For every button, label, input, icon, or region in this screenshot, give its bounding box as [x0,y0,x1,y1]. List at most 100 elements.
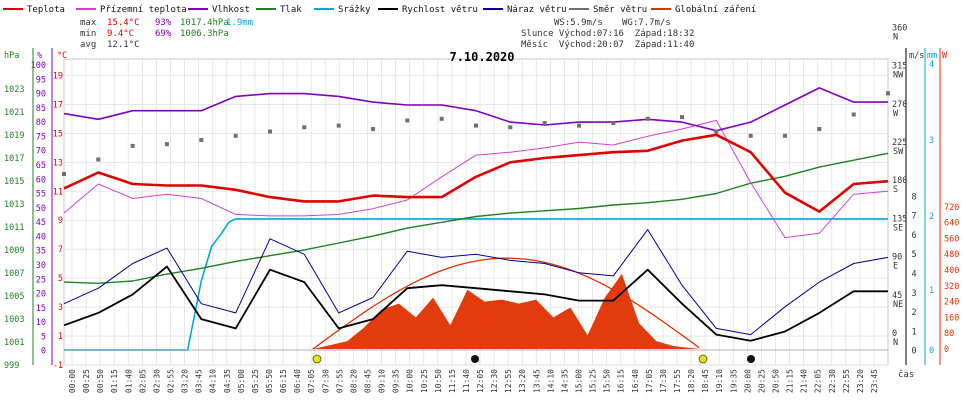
mm-tick: 4 [929,60,934,70]
temp-tick: 13 [53,158,63,168]
w-tick: 80 [944,329,954,339]
w-tick: 640 [944,219,959,229]
series-vlhkost [63,87,888,132]
x-tick: 09:35 [392,369,401,393]
wind-direction-point [783,133,787,138]
min-press: 1006.3hPa [180,29,229,39]
series-p-zemn-teplota [63,119,889,239]
wind-direction-point [405,118,410,123]
hpa-tick: 1009 [4,246,24,256]
series-sr-ky [64,218,888,351]
wind-direction-point [611,121,616,125]
x-tick: 07:05 [307,369,316,393]
series-glob-ln-z-en- [64,257,888,350]
series-sm-r-v-tru [62,91,890,176]
pct-tick: 100 [31,61,46,71]
legend-label: Srážky [338,5,371,15]
dir-tick-label: S [893,185,898,195]
min-hum: 69% [155,29,172,39]
hpa-tick: 999 [4,361,19,371]
x-tick: 19:10 [715,369,724,393]
x-tick: 00:00 [68,369,77,393]
ws-text: WS:5.9m/s [554,18,603,28]
hpa-tick: 1019 [4,131,24,141]
temp-tick: 3 [58,303,63,313]
pct-tick: 5 [41,332,46,342]
series-n-raz-v-tru [63,229,889,336]
wind-direction-point [233,133,238,138]
pct-tick: 70 [36,147,46,157]
series-line [64,218,888,351]
x-tick: 15:00 [575,369,584,393]
wind-direction-point [748,133,753,138]
pct-tick: 45 [36,218,46,228]
wind-direction-point [302,125,307,130]
wg-text: WG:7.7m/s [622,18,671,28]
ms-tick: 1 [911,327,916,337]
legend-label: Přízemní teplota [100,5,187,15]
pct-tick: 85 [36,104,46,114]
w-unit: W [942,51,948,61]
legend-label: Náraz větru [507,5,567,15]
x-tick: 17:05 [645,369,654,393]
radiation-area [64,273,888,349]
temp-unit: °C [57,51,67,61]
x-tick: 02:30 [152,369,161,393]
x-tick: 12:05 [476,369,485,393]
pct-tick: 30 [36,261,46,271]
ms-tick: 2 [911,308,916,318]
hpa-tick: 1021 [4,108,24,118]
pct-unit: % [37,51,42,61]
x-tick: 01:40 [124,369,133,393]
max-press: 1017.4hPa [180,18,229,28]
x-tick: 03:45 [195,369,204,393]
x-tick: 10:00 [406,369,415,393]
pct-tick: 35 [36,247,46,257]
x-tick: 18:45 [701,369,710,393]
ms-tick: 8 [911,192,916,202]
x-tick: 20:25 [757,369,766,393]
series-rychlost-v-tru [63,265,888,342]
wind-direction-point [714,129,719,134]
x-tick: 16:40 [631,369,640,393]
temp-tick: 9 [58,216,63,226]
w-tick: 560 [944,234,959,244]
dir-tick: 315 [892,62,907,72]
x-tick: 20:50 [772,369,781,393]
moonrise-marker [747,355,755,363]
dir-tick-label: W [893,109,899,119]
mm-unit: mm [927,51,937,61]
series-line [63,229,889,336]
w-tick: 720 [944,203,959,213]
radiation-arc [312,257,700,350]
x-tick: 03:20 [181,369,190,393]
wind-direction-point [130,143,135,148]
series-layer [62,87,890,351]
pct-tick: 40 [36,232,46,242]
series-line [63,119,889,239]
x-tick: 10:25 [420,369,429,393]
x-tick: 00:50 [96,369,105,393]
wind-direction-point [371,127,375,131]
pct-tick: 55 [36,190,46,200]
wind-direction-point [268,129,272,134]
dir-tick: 360 [892,23,907,33]
x-tick: 10:50 [434,369,443,393]
x-tick: 04:35 [223,369,232,393]
x-tick: 12:55 [504,369,513,393]
ms-tick: 5 [911,250,916,260]
avg-label: avg [80,40,96,50]
temp-tick: 11 [53,187,63,197]
wind-direction-point [577,123,581,128]
wind-direction-point [96,157,101,162]
x-tick: 05:25 [251,369,260,393]
series-line [63,133,889,213]
stats-box: max 15.4°C 93% 1017.4hPa 1.9mm min 9.4°C… [80,18,253,50]
hpa-tick: 1015 [4,177,24,187]
w-tick: 160 [944,313,959,323]
hpa-tick: 1013 [4,200,24,210]
x-tick: 14:10 [546,369,555,393]
hpa-tick: 1017 [4,154,24,164]
wind-direction-point [62,172,66,176]
dir-tick-label: SE [893,223,903,233]
